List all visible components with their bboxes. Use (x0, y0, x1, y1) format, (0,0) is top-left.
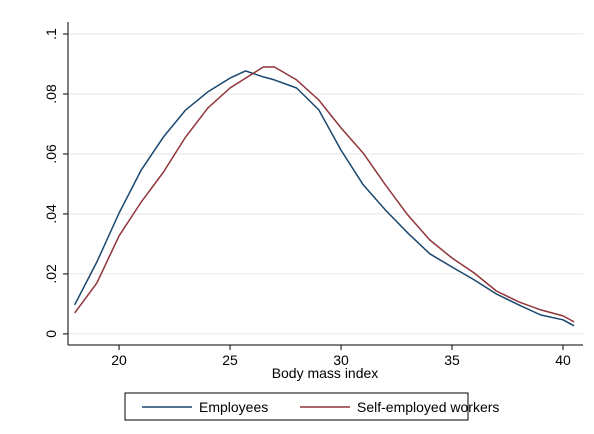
line-series (74, 70, 575, 327)
y-tick-label: .06 (43, 144, 59, 164)
x-tick-label: 40 (555, 352, 571, 368)
y-tick-label: .04 (43, 204, 59, 224)
legend-label: Self-employed workers (357, 399, 499, 415)
legend-label: Employees (199, 399, 268, 415)
x-tick-label: 25 (222, 352, 238, 368)
plot-area (68, 22, 583, 345)
y-tick-label: .1 (43, 28, 59, 40)
y-tick-label: .02 (43, 264, 59, 284)
x-tick-label: 35 (444, 352, 460, 368)
x-tick-label: 30 (333, 352, 349, 368)
y-tick-label: 0 (43, 330, 59, 338)
y-tick-label: .08 (43, 84, 59, 104)
x-axis-label: Body mass index (272, 365, 379, 381)
line-series (74, 66, 575, 323)
x-tick-label: 20 (111, 352, 127, 368)
